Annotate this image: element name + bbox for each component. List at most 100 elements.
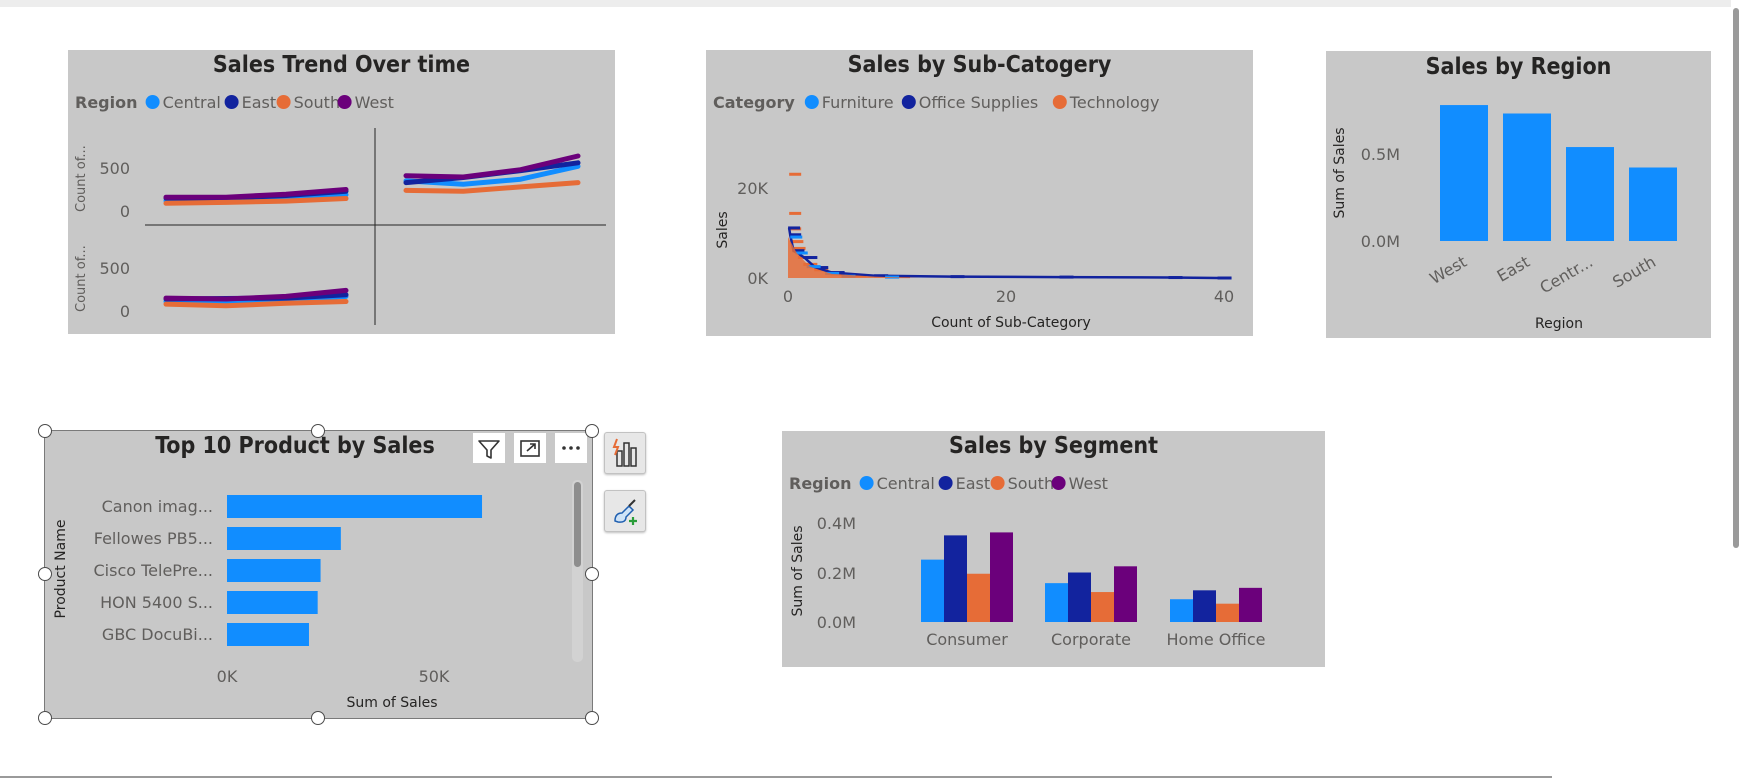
bar-corporate-central <box>1045 583 1068 622</box>
x-tick-label: 0 <box>783 287 793 306</box>
legend-item: Technology <box>1069 93 1160 112</box>
y-tick-label: 20K <box>737 179 768 198</box>
resize-handle-middle-left[interactable] <box>38 567 52 581</box>
legend-marker-technology <box>1052 95 1067 109</box>
resize-handle-top-left[interactable] <box>38 424 52 438</box>
chart-title: Sales by Segment <box>949 433 1158 459</box>
sales-by-segment-visual[interactable]: Sales by Segment Region Central East South W… <box>782 431 1325 667</box>
x-tick-label: 50K <box>419 667 450 686</box>
data-point-furniture <box>790 235 803 239</box>
more-options-button[interactable] <box>554 432 588 464</box>
series-line-south <box>163 196 349 206</box>
series-line-west <box>163 187 349 200</box>
bar-consumer-south <box>967 573 990 622</box>
legend-item: South <box>1008 474 1055 493</box>
bar-consumer-west <box>990 532 1013 622</box>
series-line-south <box>163 299 349 309</box>
bar-west <box>1440 105 1488 241</box>
resize-handle-bottom-left[interactable] <box>38 711 52 725</box>
legend-title: Region <box>75 93 138 112</box>
data-point-office-supplies <box>788 226 801 230</box>
legend-marker-furniture <box>804 95 819 109</box>
y-tick-label: GBC DocuBi... <box>102 625 213 644</box>
top-border <box>0 0 1743 7</box>
build-visual-button[interactable] <box>604 432 646 474</box>
bar-home-office-south <box>1216 603 1239 622</box>
top-products-visual[interactable]: Top 10 Product by Sales Canon imag... Fel… <box>44 430 593 719</box>
x-tick-label: 40 <box>1214 287 1234 306</box>
bar-home-office-east <box>1193 590 1216 622</box>
chart-title: Sales by Sub-Catogery <box>847 52 1112 78</box>
filter-icon <box>478 440 500 459</box>
visual-scrollbar-thumb[interactable] <box>574 482 581 567</box>
legend-item: South <box>294 93 341 112</box>
data-point-office-supplies <box>789 233 802 237</box>
series-line-west <box>163 287 349 302</box>
sales-by-subcategory-visual[interactable]: Sales by Sub-Catogery Category Furniture O… <box>706 50 1253 336</box>
bar-product <box>227 559 321 582</box>
page-bottom-border <box>0 776 1552 778</box>
page-scrollbar[interactable] <box>1731 0 1743 778</box>
y-axis-label: Sales <box>715 211 731 248</box>
format-visual-button[interactable] <box>604 490 646 532</box>
data-point-furniture <box>806 265 821 269</box>
y-axis-label: Product Name <box>53 520 69 619</box>
legend-item: Central <box>163 93 221 112</box>
x-axis-label: Count of Sub-Category <box>931 315 1091 331</box>
y-tick-label: 500 <box>99 259 130 278</box>
data-point-office-supplies <box>1059 275 1074 279</box>
y-tick-label: 0.2M <box>817 564 856 583</box>
bar-product <box>227 495 483 518</box>
resize-handle-bottom-middle[interactable] <box>311 711 325 725</box>
legend-marker-east <box>938 476 953 490</box>
sales-trend-visual[interactable]: Sales Trend Over time Region Central East S… <box>68 50 615 334</box>
top-products-chart: Canon imag... Fellowes PB5... Cisco TelePr… <box>53 495 483 711</box>
series-line-south <box>403 180 581 194</box>
sales-by-region-visual[interactable]: Sales by Region 0.5M 0.0M Sum of Sales Regi… <box>1326 51 1711 338</box>
filter-button[interactable] <box>472 432 506 464</box>
legend-item: Central <box>877 474 935 493</box>
x-tick-label: 0K <box>217 667 238 686</box>
page-scrollbar-thumb[interactable] <box>1733 8 1739 548</box>
focus-mode-icon <box>520 440 540 457</box>
legend-marker-west <box>1051 476 1066 490</box>
resize-handle-bottom-right[interactable] <box>585 711 599 725</box>
visual-scrollbar[interactable] <box>572 480 583 662</box>
y-tick-label: 0K <box>747 269 768 288</box>
bar-home-office-west <box>1239 587 1262 622</box>
y-tick-label: 0 <box>120 202 130 221</box>
x-tick-label: East <box>1494 252 1533 286</box>
x-tick-label: West <box>1426 252 1470 288</box>
y-tick-label: 0 <box>120 302 130 321</box>
legend-marker-central <box>859 476 874 490</box>
legend-item: Office Supplies <box>919 93 1038 112</box>
x-axis-label: Region <box>1535 316 1583 332</box>
sales-by-segment-chart: Region Central East South West 0.4M 0.2M 0.0M Su… <box>789 474 1266 649</box>
bar-east <box>1503 113 1551 241</box>
data-point-office-supplies <box>874 274 889 278</box>
data-point-furniture <box>795 251 808 255</box>
focus-mode-button[interactable] <box>513 432 547 464</box>
legend-item: West <box>355 93 394 112</box>
x-tick-label: 20 <box>996 287 1016 306</box>
legend-marker-west <box>337 95 352 109</box>
legend-title: Region <box>789 474 852 493</box>
resize-handle-top-right[interactable] <box>585 424 599 438</box>
legend-marker-south <box>276 95 291 109</box>
y-tick-label: HON 5400 S... <box>100 593 213 612</box>
sales-by-subcategory-chart: Category Furniture Office Supplies Technolo… <box>713 93 1234 331</box>
y-tick-label: Canon imag... <box>102 497 213 516</box>
chart-title: Sales Trend Over time <box>212 52 471 78</box>
x-tick-label: Home Office <box>1166 630 1265 649</box>
resize-handle-top-middle[interactable] <box>311 424 325 438</box>
x-tick-label: South <box>1609 252 1659 292</box>
data-point-office-supplies <box>814 266 829 270</box>
bar-corporate-south <box>1091 592 1114 622</box>
legend-marker-south <box>990 476 1005 490</box>
legend-title: Category <box>713 93 795 112</box>
bar-corporate-east <box>1068 572 1091 622</box>
data-point-technology <box>793 246 806 250</box>
chart-title: Sales by Region <box>1425 54 1612 80</box>
resize-handle-middle-right[interactable] <box>585 567 599 581</box>
bar-consumer-east <box>944 535 967 622</box>
